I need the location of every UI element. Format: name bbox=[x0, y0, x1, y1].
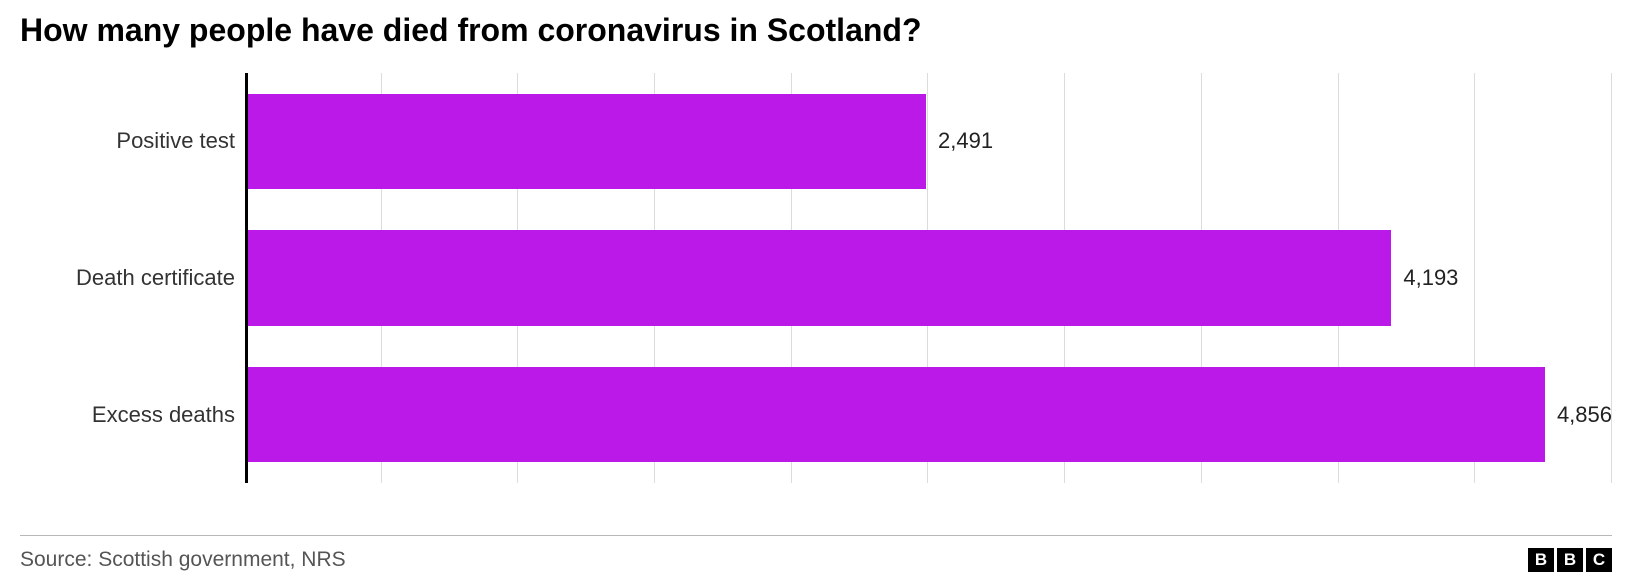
logo-letter: B bbox=[1528, 548, 1554, 572]
chart-area: Positive test Death certificate Excess d… bbox=[20, 73, 1612, 483]
bars-container: 2,491 4,193 4,856 bbox=[245, 73, 1612, 483]
bar bbox=[245, 230, 1391, 326]
footer: Source: Scottish government, NRS B B C bbox=[20, 535, 1612, 572]
logo-letter: C bbox=[1586, 548, 1612, 572]
category-label: Death certificate bbox=[76, 210, 235, 347]
plot-area: 2,491 4,193 4,856 bbox=[245, 73, 1612, 483]
bar bbox=[245, 94, 926, 190]
bar-value-label: 4,193 bbox=[1403, 265, 1458, 291]
bar bbox=[245, 367, 1545, 463]
bar-value-label: 4,856 bbox=[1557, 402, 1612, 428]
bar-value-label: 2,491 bbox=[938, 128, 993, 154]
chart-title: How many people have died from coronavir… bbox=[20, 12, 1612, 49]
bar-row: 4,193 bbox=[245, 210, 1612, 347]
bar-row: 4,856 bbox=[245, 346, 1612, 483]
category-label: Excess deaths bbox=[92, 346, 235, 483]
source-text: Source: Scottish government, NRS bbox=[20, 548, 346, 572]
bar-row: 2,491 bbox=[245, 73, 1612, 210]
y-axis-line bbox=[245, 73, 248, 483]
bbc-logo: B B C bbox=[1528, 548, 1612, 572]
y-axis-labels: Positive test Death certificate Excess d… bbox=[20, 73, 245, 483]
category-label: Positive test bbox=[116, 73, 235, 210]
logo-letter: B bbox=[1557, 548, 1583, 572]
